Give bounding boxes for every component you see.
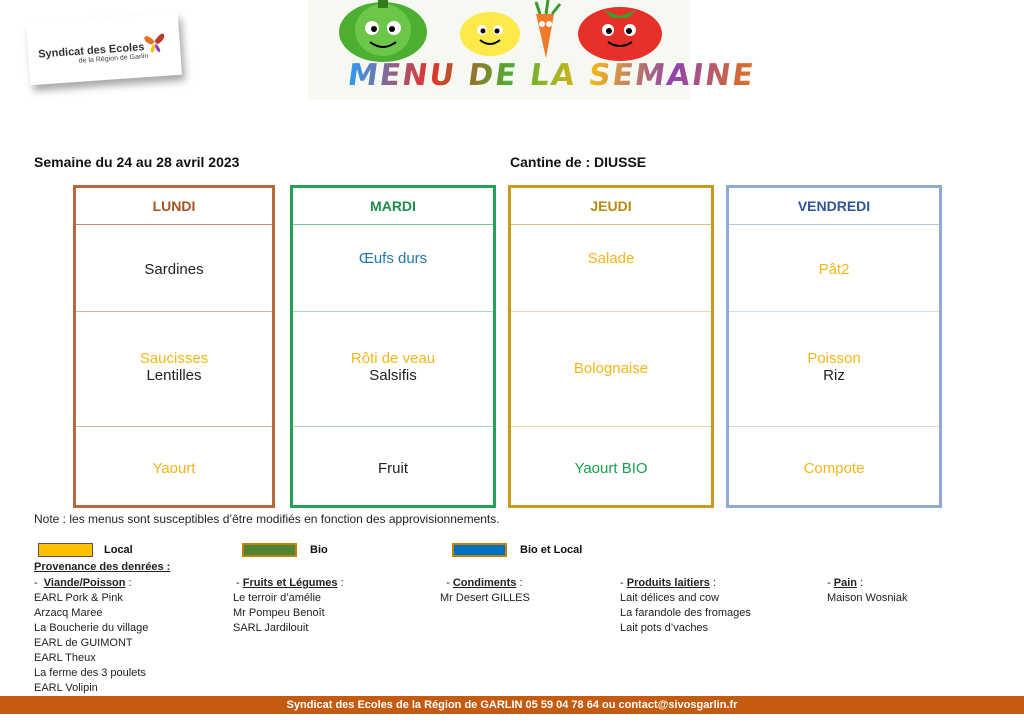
- provenance-column-fruits: - Fruits et Légumes : Le terroir d’améli…: [233, 577, 344, 634]
- list-item: Lait pots d’vaches: [620, 622, 709, 634]
- logo: Syndicat des Ecoles de la Région de Garl…: [26, 12, 182, 86]
- list-item: Maison Wosniak: [827, 592, 908, 604]
- dish: Pât2: [818, 261, 850, 278]
- legend-swatch-bio-local: [452, 543, 507, 557]
- list-item: Mr Pompeu Benoît: [233, 607, 325, 619]
- dish: Bolognaise: [573, 360, 649, 377]
- canteen-label: Cantine de : DIUSSE: [510, 154, 647, 170]
- entree-cell: Œufs durs: [293, 225, 493, 312]
- day-column-mardi: MARDI Œufs durs Rôti de veau Salsifis Fr…: [290, 185, 496, 508]
- legend-label-bio-local: Bio et Local: [520, 544, 583, 556]
- menu-banner: MENU DE LA SEMAINE: [308, 0, 757, 100]
- list-item: EARL Theux: [34, 652, 96, 664]
- day-name: VENDREDI: [729, 188, 939, 225]
- dish: Saucisses: [139, 350, 209, 367]
- dish: Salade: [587, 250, 635, 267]
- legend-swatch-bio: [242, 543, 297, 557]
- entree-cell: Pât2: [729, 225, 939, 312]
- provenance-column-condiments: - Condiments : Mr Desert GILLES: [440, 577, 530, 604]
- list-item: La Boucherie du village: [34, 622, 149, 634]
- list-item: EARL Volipin: [34, 682, 98, 694]
- dish: Poisson: [807, 350, 861, 367]
- day-column-vendredi: VENDREDI Pât2 Poisson Riz Compote: [726, 185, 942, 508]
- dish: Œufs durs: [358, 250, 428, 267]
- entree-cell: Sardines: [76, 225, 272, 312]
- list-item: Le terroir d’amélie: [233, 592, 322, 604]
- dish: Sardines: [144, 261, 204, 278]
- dish: Fruit: [378, 460, 408, 477]
- day-column-jeudi: JEUDI Salade Bolognaise Yaourt BIO: [508, 185, 714, 508]
- week-label: Semaine du 24 au 28 avril 2023: [34, 154, 240, 170]
- footer-contact: Syndicat des Ecoles de la Région de GARL…: [0, 696, 1024, 714]
- provenance-column-pain: - Pain : Maison Wosniak: [827, 577, 908, 604]
- legend-label-local: Local: [104, 544, 133, 556]
- list-item: Arzacq Maree: [34, 607, 103, 619]
- plat-cell: Saucisses Lentilles: [76, 312, 272, 427]
- dish: Salsifis: [369, 367, 417, 384]
- vegetables-illustration: [339, 0, 662, 62]
- column-heading: Condiments: [452, 577, 517, 589]
- provenance-column-laitiers: - Produits laitiers : Lait délices and c…: [620, 577, 751, 634]
- provenance-column-viande: - Viande/Poisson : EARL Pork & Pink Arza…: [34, 577, 149, 694]
- dessert-cell: Yaourt: [76, 427, 272, 505]
- dish: Rôti de veau: [350, 350, 436, 367]
- menu-note: Note : les menus sont susceptibles d’êtr…: [34, 512, 500, 526]
- day-name: MARDI: [293, 188, 493, 225]
- day-name: JEUDI: [511, 188, 711, 225]
- column-heading: Produits laitiers: [626, 577, 710, 589]
- day-column-lundi: LUNDI Sardines Saucisses Lentilles Yaour…: [73, 185, 275, 508]
- plat-cell: Rôti de veau Salsifis: [293, 312, 493, 427]
- dish: Lentilles: [146, 367, 202, 384]
- plat-cell: Poisson Riz: [729, 312, 939, 427]
- legend-swatch-local: [38, 543, 93, 557]
- provenance-title: Provenance des denrées :: [34, 561, 171, 573]
- column-heading: Viande/Poisson: [43, 577, 126, 589]
- dessert-cell: Compote: [729, 427, 939, 505]
- butterfly-icon: [144, 33, 165, 53]
- dish: Compote: [803, 460, 865, 477]
- list-item: La farandole des fromages: [620, 607, 751, 619]
- list-item: Lait délices and cow: [620, 592, 720, 604]
- column-heading: Fruits et Légumes: [242, 577, 338, 589]
- legend-label-bio: Bio: [310, 544, 328, 556]
- list-item: EARL de GUIMONT: [34, 637, 133, 649]
- column-heading: Pain: [833, 577, 857, 589]
- dish: Yaourt: [152, 460, 196, 477]
- dish: Yaourt BIO: [574, 460, 648, 477]
- dessert-cell: Yaourt BIO: [511, 427, 711, 505]
- list-item: SARL Jardilouit: [233, 622, 309, 634]
- entree-cell: Salade: [511, 225, 711, 312]
- banner-title: MENU DE LA SEMAINE: [345, 58, 758, 93]
- dish: Riz: [823, 367, 845, 384]
- list-item: La ferme des 3 poulets: [34, 667, 146, 679]
- day-name: LUNDI: [76, 188, 272, 225]
- dessert-cell: Fruit: [293, 427, 493, 505]
- list-item: Mr Desert GILLES: [440, 592, 530, 604]
- list-item: EARL Pork & Pink: [34, 592, 123, 604]
- plat-cell: Bolognaise: [511, 312, 711, 427]
